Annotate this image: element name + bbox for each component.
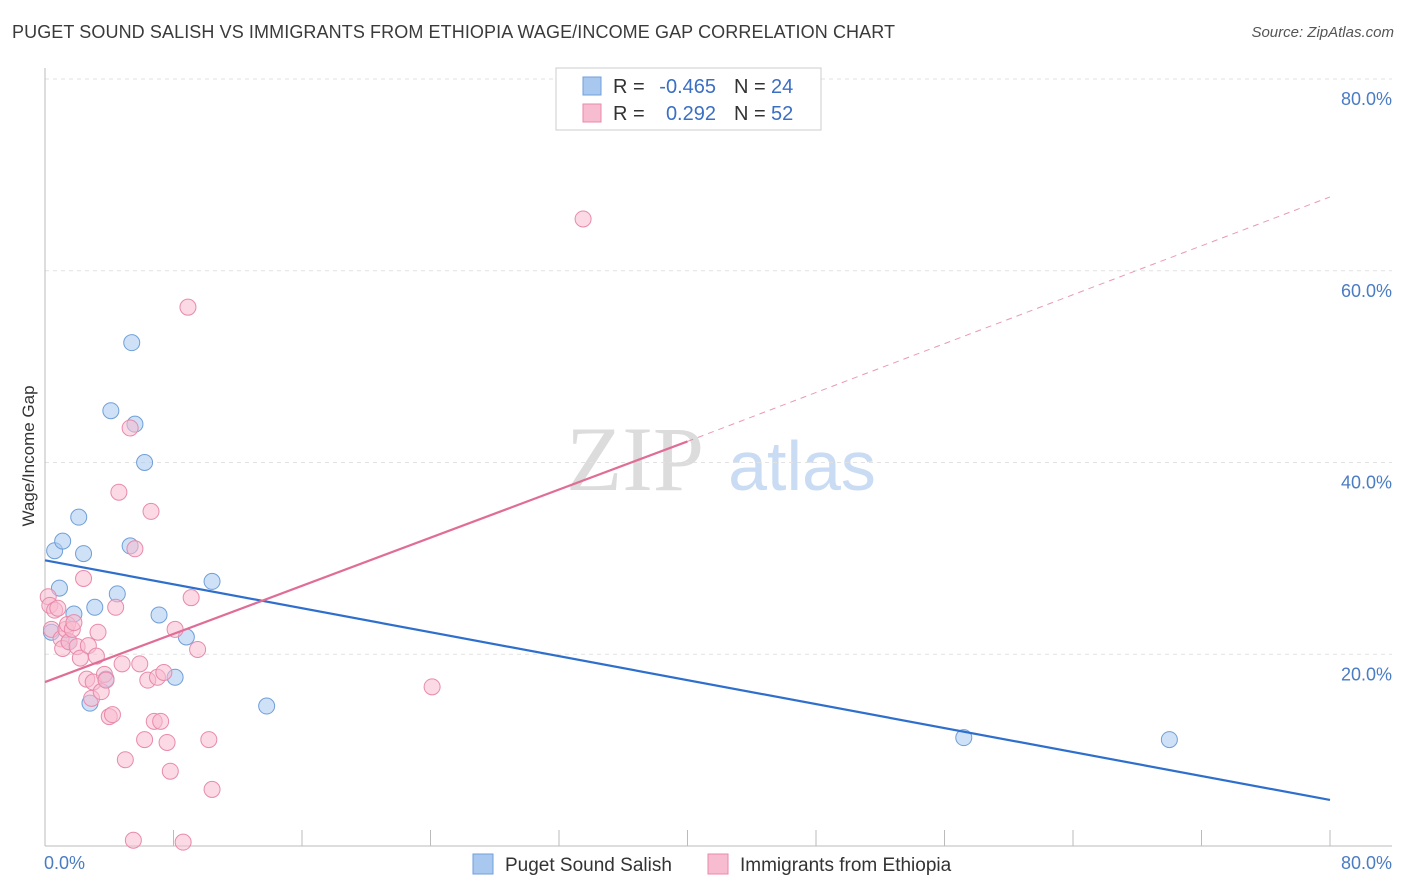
point-puget-sound-salish [123, 334, 141, 352]
legend: Puget Sound Salish Immigrants from Ethio… [472, 853, 952, 876]
point-immigrants-ethiopia [136, 731, 154, 749]
trend-line-ethiopia-extension [687, 196, 1331, 442]
point-immigrants-ethiopia [200, 731, 218, 749]
point-immigrants-ethiopia [131, 655, 149, 673]
gridlines [45, 78, 1392, 655]
stats-r-value-2: 0.292 [666, 103, 716, 125]
axes [44, 68, 1392, 847]
y-tick-label: 60.0% [1341, 281, 1392, 301]
point-puget-sound-salish [102, 402, 120, 420]
y-tick-label: 20.0% [1341, 664, 1392, 684]
point-immigrants-ethiopia [49, 599, 67, 617]
stats-swatch-2 [582, 103, 602, 123]
point-puget-sound-salish [86, 598, 104, 616]
stats-r-label-1: R = [613, 76, 645, 98]
chart-title: PUGET SOUND SALISH VS IMMIGRANTS FROM ET… [12, 22, 896, 42]
x-tick-labels: 0.0% 80.0% [44, 853, 1392, 873]
point-immigrants-ethiopia [89, 623, 107, 641]
point-immigrants-ethiopia [574, 210, 592, 228]
point-immigrants-ethiopia [113, 655, 131, 673]
point-puget-sound-salish [1160, 731, 1178, 749]
y-tick-label: 80.0% [1341, 89, 1392, 109]
stats-n-label-1: N = [734, 76, 766, 98]
point-puget-sound-salish [136, 454, 154, 471]
point-immigrants-ethiopia [110, 483, 128, 501]
point-immigrants-ethiopia [75, 570, 93, 588]
watermark-atlas: atlas [728, 427, 876, 505]
point-puget-sound-salish [150, 606, 168, 624]
point-immigrants-ethiopia [423, 678, 441, 696]
point-immigrants-ethiopia [189, 640, 207, 658]
watermark-zip: ZIP [566, 408, 704, 510]
point-immigrants-ethiopia [179, 298, 197, 316]
point-puget-sound-salish [258, 697, 276, 715]
point-immigrants-ethiopia [103, 706, 121, 724]
point-immigrants-ethiopia [158, 733, 176, 751]
point-immigrants-ethiopia [203, 780, 221, 798]
point-immigrants-ethiopia [65, 614, 83, 632]
point-immigrants-ethiopia [126, 540, 144, 558]
y-axis-title: Wage/Income Gap [19, 385, 38, 526]
point-immigrants-ethiopia [161, 762, 179, 780]
point-immigrants-ethiopia [124, 831, 142, 849]
point-puget-sound-salish [54, 532, 72, 550]
legend-label-puget: Puget Sound Salish [505, 855, 672, 876]
point-immigrants-ethiopia [182, 589, 200, 607]
point-immigrants-ethiopia [142, 502, 160, 520]
stats-n-value-2: 52 [771, 103, 793, 125]
point-immigrants-ethiopia [121, 419, 139, 437]
stats-n-value-1: 24 [771, 76, 793, 98]
stats-box: R = -0.465 N = 24 R = 0.292 N = 52 [555, 67, 822, 131]
stats-n-label-2: N = [734, 103, 766, 125]
legend-label-ethiopia: Immigrants from Ethiopia [740, 855, 952, 876]
x-tick-label: 80.0% [1341, 853, 1392, 873]
point-immigrants-ethiopia [174, 833, 192, 851]
stats-swatch-1 [582, 76, 602, 96]
legend-swatch-ethiopia [707, 853, 729, 875]
point-immigrants-ethiopia [152, 712, 170, 730]
point-puget-sound-salish [75, 545, 93, 563]
point-immigrants-ethiopia [155, 663, 173, 681]
scatter-points [39, 210, 1178, 851]
trend-line-puget [44, 559, 1331, 802]
point-immigrants-ethiopia [97, 671, 115, 689]
point-puget-sound-salish [70, 508, 88, 526]
y-tick-label: 40.0% [1341, 473, 1392, 493]
x-tick-label: 0.0% [44, 853, 85, 873]
point-puget-sound-salish [50, 579, 68, 597]
legend-swatch-puget [472, 853, 494, 875]
stats-r-label-2: R = [613, 103, 645, 125]
point-puget-sound-salish [955, 729, 973, 747]
trend-line-ethiopia [44, 440, 688, 684]
point-puget-sound-salish [203, 572, 221, 590]
point-immigrants-ethiopia [107, 598, 125, 616]
source-label: Source: ZipAtlas.com [1251, 24, 1394, 41]
stats-r-value-1: -0.465 [659, 76, 716, 98]
y-tick-labels: 20.0% 40.0% 60.0% 80.0% [1341, 89, 1392, 684]
point-immigrants-ethiopia [116, 751, 134, 769]
trend-lines [44, 196, 1331, 802]
